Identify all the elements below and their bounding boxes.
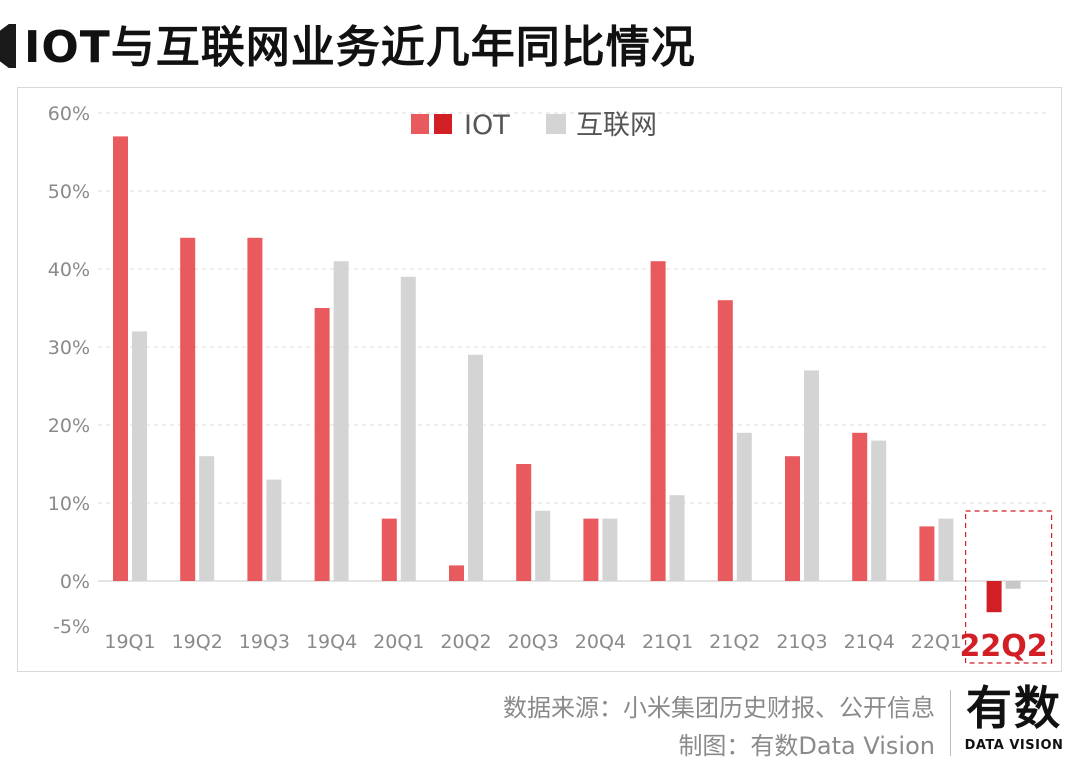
- footer-divider: [950, 690, 951, 756]
- title-accent-bar: [0, 24, 16, 68]
- y-tick-label: 30%: [48, 337, 90, 359]
- x-tick-label: 19Q2: [172, 631, 223, 653]
- bar-internet-21Q4: [871, 440, 887, 581]
- x-tick-label: 21Q4: [844, 631, 895, 653]
- x-tick-label: 20Q4: [575, 631, 626, 653]
- x-tick-label: 20Q3: [508, 631, 559, 653]
- maker-note: 制图：有数Data Vision: [678, 732, 935, 760]
- bar-internet-20Q1: [400, 276, 416, 581]
- legend-swatch-iot-dark: [434, 114, 452, 134]
- bar-iot-22Q2: [986, 581, 1002, 613]
- bar-iot-20Q1: [381, 518, 397, 581]
- bar-internet-20Q2: [468, 354, 483, 581]
- bar-internet-19Q4: [333, 261, 349, 581]
- bar-internet-22Q1: [938, 518, 954, 581]
- x-tick-label: 22Q2: [960, 629, 1048, 664]
- bar-internet-21Q2: [736, 432, 752, 581]
- bar-iot-21Q2: [717, 300, 733, 581]
- highlight-box-22q2: [964, 510, 1053, 664]
- bar-internet-19Q1: [132, 331, 147, 581]
- legend-label-iot: IOT: [464, 110, 510, 141]
- x-tick-label: 21Q1: [642, 631, 693, 653]
- bar-iot-21Q1: [650, 261, 666, 581]
- bar-iot-19Q3: [247, 237, 263, 582]
- x-tick-label: 21Q2: [709, 631, 760, 653]
- bar-iot-19Q2: [180, 237, 196, 582]
- x-tick-label: 21Q3: [776, 631, 827, 653]
- bar-internet-19Q3: [266, 479, 282, 581]
- x-tick-label: 22Q1: [911, 631, 962, 653]
- bar-iot-19Q4: [314, 308, 330, 581]
- bar-internet-19Q2: [199, 456, 215, 581]
- x-tick-label: 19Q1: [104, 631, 155, 653]
- x-tick-label: 20Q2: [440, 631, 491, 653]
- page-title: IOT与互联网业务近几年同比情况: [24, 22, 696, 73]
- bar-internet-21Q3: [804, 370, 819, 581]
- y-tick-label: 40%: [48, 259, 90, 281]
- bar-iot-20Q3: [516, 464, 532, 581]
- x-tick-label: 19Q4: [306, 631, 357, 653]
- x-tick-label: 20Q1: [373, 631, 424, 653]
- bar-internet-20Q4: [602, 518, 618, 581]
- brand-logo-subtitle: DATA VISION: [964, 738, 1064, 753]
- legend-swatch-internet: [546, 114, 566, 134]
- bar-internet-21Q1: [669, 495, 685, 581]
- y-tick-label: 20%: [48, 415, 90, 437]
- y-tick-label: 60%: [48, 103, 90, 125]
- y-tick-label: 10%: [48, 493, 90, 515]
- bar-iot-19Q1: [113, 136, 128, 581]
- bar-iot-20Q2: [449, 565, 464, 581]
- legend-swatch-iot-light: [411, 114, 429, 134]
- legend-label-internet: 互联网: [576, 110, 657, 141]
- bar-iot-21Q4: [852, 432, 868, 581]
- x-tick-label: 19Q3: [239, 631, 290, 653]
- bar-iot-21Q3: [785, 456, 800, 581]
- bar-internet-22Q2: [1005, 581, 1021, 589]
- data-source-note: 数据来源：小米集团历史财报、公开信息: [503, 694, 935, 722]
- bar-iot-20Q4: [583, 518, 599, 581]
- y-tick-label: 50%: [48, 181, 90, 203]
- y-tick-label: -5%: [53, 616, 90, 638]
- bar-iot-22Q1: [919, 526, 935, 581]
- y-tick-label: 0%: [60, 571, 90, 593]
- brand-logo: 有数: [966, 681, 1062, 735]
- iot-internet-bar-chart: -5% 0% 10% 20% 30% 40% 50% 60% 19Q1 19Q2 19Q3 19Q4 2…: [48, 103, 1053, 664]
- chart-frame: -5% 0% 10% 20% 30% 40% 50% 60% 19Q1 19Q2 19Q3 19Q4 2…: [17, 87, 1062, 672]
- bar-internet-20Q3: [535, 510, 551, 581]
